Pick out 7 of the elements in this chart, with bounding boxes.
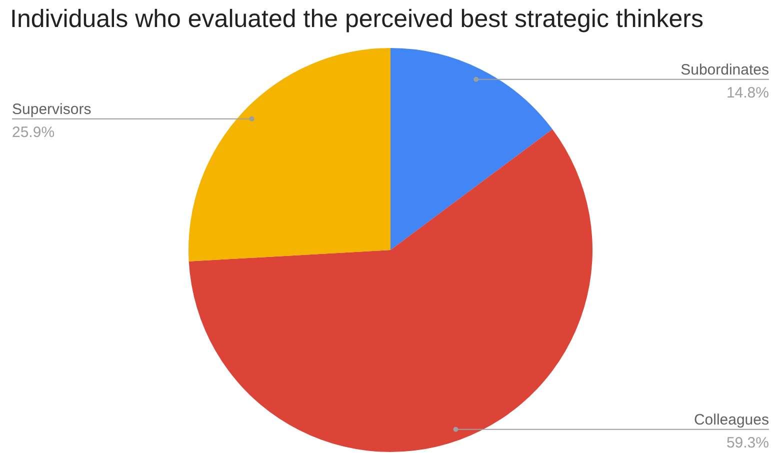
chart-title: Individuals who evaluated the perceived best strategic thinkers <box>10 4 704 33</box>
data-label: 59.3% <box>726 434 769 452</box>
data-label: 25.9% <box>12 124 55 141</box>
slice-label: Subordinates <box>680 61 769 78</box>
data-label: 14.8% <box>726 84 769 102</box>
slice-label: Colleagues <box>694 411 769 428</box>
slice-label: Supervisors <box>12 100 92 118</box>
